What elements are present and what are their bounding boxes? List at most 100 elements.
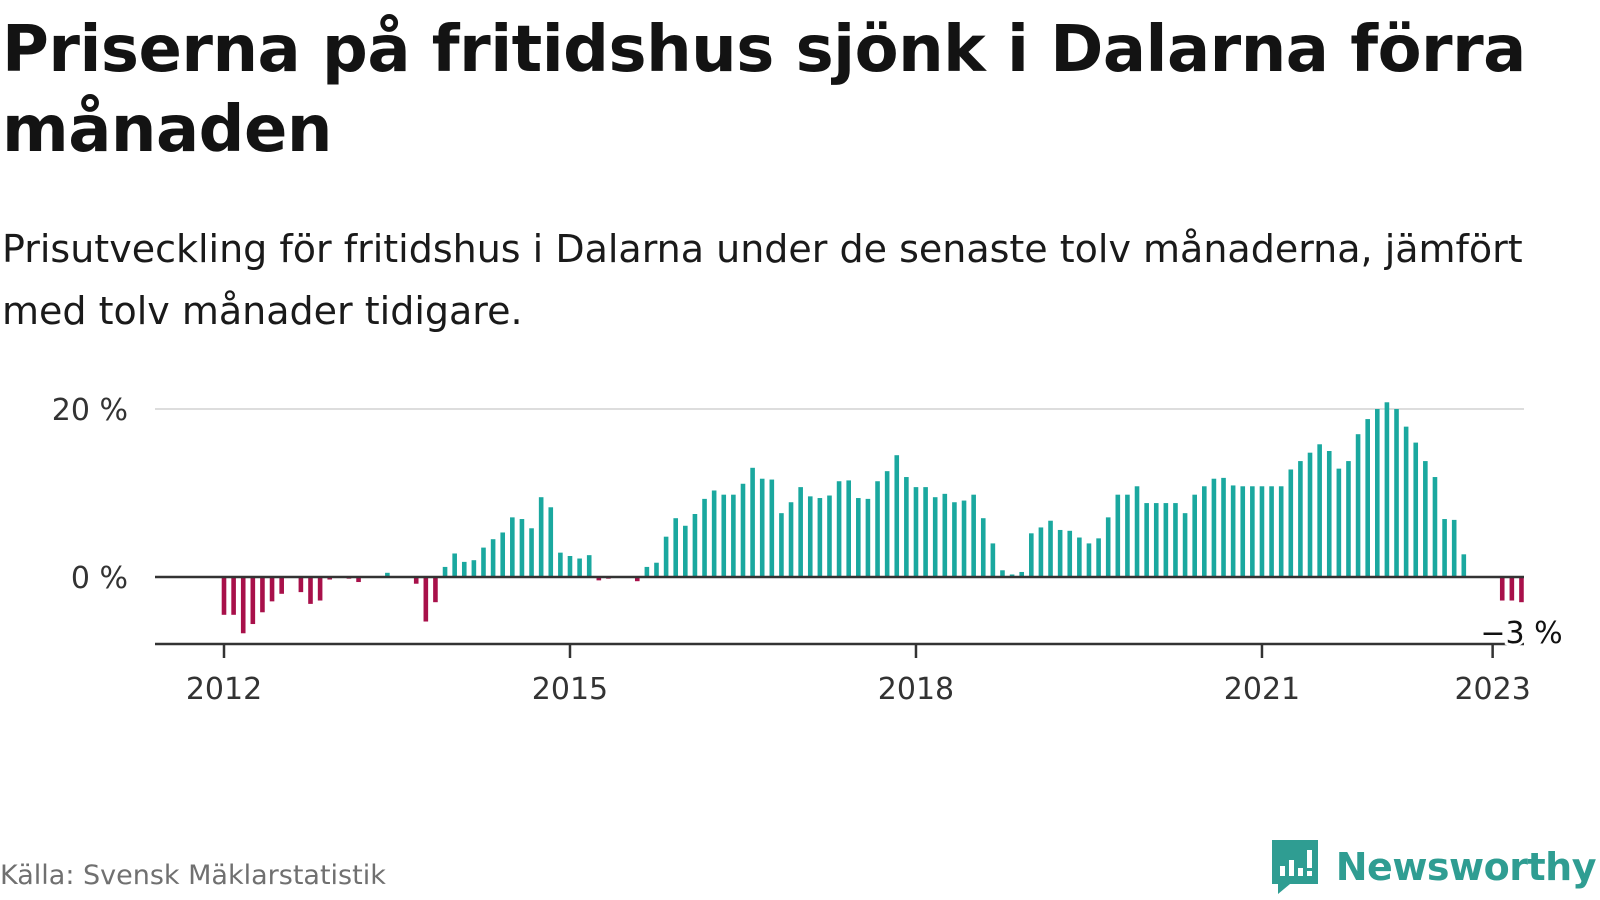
bar-2017-02 [807, 496, 813, 577]
bar-2022-03 [1394, 409, 1399, 577]
bar-2016-12 [788, 502, 794, 577]
bar-2021-04 [1288, 469, 1294, 577]
bar-2019-12 [1134, 486, 1140, 577]
bar-2020-11 [1240, 486, 1246, 577]
bar-2016-02 [692, 514, 698, 577]
bar-2015-09 [644, 566, 650, 577]
bar-2014-10 [538, 497, 544, 577]
chart-subtitle: Prisutveckling för fritidshus i Dalarna … [2, 227, 1523, 333]
bar-2016-04 [711, 490, 717, 577]
bar-2020-10 [1230, 485, 1236, 577]
bar-2020-02 [1153, 503, 1159, 577]
bar-2020-06 [1192, 494, 1197, 577]
bar-2013-12 [442, 566, 448, 577]
bar-2012-05 [260, 577, 265, 613]
bar-2021-01 [1259, 486, 1265, 577]
bar-2019-11 [1125, 494, 1130, 577]
bar-2013-09 [413, 577, 419, 584]
bar-2017-07 [856, 498, 861, 577]
bar-2021-06 [1307, 452, 1313, 577]
x-tick-label: 2023 [1454, 672, 1530, 707]
bar-2018-09 [990, 543, 996, 577]
bar-2014-11 [548, 507, 554, 577]
bar-2018-02 [923, 487, 928, 577]
x-tick-label: 2015 [532, 672, 608, 707]
bar-2012-06 [269, 577, 275, 602]
bar-2021-09 [1336, 468, 1342, 577]
bar-2022-05 [1413, 442, 1419, 577]
bar-2019-10 [1115, 494, 1121, 577]
bar-2022-08 [1442, 519, 1447, 577]
x-tick-label: 2012 [186, 672, 262, 707]
bar-2016-03 [702, 498, 707, 577]
bar-2012-04 [250, 577, 256, 625]
bar-2018-08 [980, 518, 986, 577]
bar-2015-10 [654, 562, 659, 577]
source-label: Källa: Svensk Mäklarstatistik [0, 860, 386, 891]
bar-2014-03 [471, 560, 477, 577]
bar-2014-04 [481, 547, 486, 577]
bar-2019-04 [1057, 529, 1063, 577]
bar-2020-07 [1202, 486, 1207, 577]
bar-2012-09 [298, 577, 304, 593]
bar-2015-08 [634, 577, 640, 582]
x-tick-label: 2018 [878, 672, 954, 707]
bar-2014-01 [452, 553, 457, 577]
axes: 0 % 20 % 2012 2015 2018 2021 2023 [52, 393, 1531, 707]
bar-2013-11 [433, 577, 438, 603]
bar-2012-12 [327, 577, 333, 580]
bar-2021-07 [1317, 444, 1322, 577]
bar-2016-07 [740, 483, 746, 577]
brand-logo: Newsworthy [1268, 838, 1597, 896]
bar-2016-10 [769, 479, 775, 577]
bar-2012-02 [231, 577, 236, 615]
bar-2016-05 [721, 494, 727, 577]
bar-2022-09 [1451, 519, 1457, 577]
bar-2012-07 [279, 577, 284, 594]
bar-2019-06 [1077, 537, 1082, 577]
bar-2014-05 [490, 539, 496, 577]
bar-2015-11 [663, 536, 669, 577]
bar-2016-01 [683, 525, 688, 577]
bar-2022-10 [1461, 554, 1467, 577]
bar-2019-08 [1096, 538, 1101, 577]
bar-2017-05 [836, 481, 842, 577]
bar-2018-03 [932, 497, 938, 577]
bar-2016-11 [779, 513, 784, 577]
bar-2019-01 [1029, 533, 1034, 577]
bar-2019-03 [1048, 520, 1053, 577]
bar-chart: 0 % 20 % 2012 2015 2018 2021 2023 −3 % [52, 393, 1566, 707]
bar-2018-01 [913, 487, 919, 577]
newsworthy-icon [1271, 840, 1318, 894]
bar-2012-11 [317, 577, 323, 601]
bar-2014-12 [558, 552, 563, 577]
bar-2021-03 [1278, 486, 1284, 577]
bar-2022-06 [1423, 461, 1428, 577]
bar-2022-02 [1384, 402, 1390, 577]
bar-2018-11 [1009, 574, 1015, 577]
bar-2014-09 [529, 528, 534, 577]
bar-2014-07 [510, 517, 515, 577]
chart-title: Priserna på fritidshus sjönk i Dalarna f… [2, 13, 1526, 167]
bar-2012-03 [240, 577, 246, 634]
bars [221, 402, 1524, 634]
bar-2017-03 [817, 498, 823, 577]
bar-undefined [1519, 577, 1524, 603]
bar-2020-03 [1163, 503, 1169, 577]
bar-2019-09 [1105, 517, 1111, 577]
bar-2018-12 [1019, 571, 1024, 577]
bar-2021-05 [1298, 461, 1303, 577]
brand-name: Newsworthy [1335, 845, 1597, 889]
bar-2021-10 [1346, 461, 1351, 577]
bar-undefined [1499, 577, 1505, 601]
bar-2017-11 [894, 455, 900, 577]
bar-2017-10 [884, 471, 890, 577]
bar-2014-02 [461, 561, 467, 577]
bar-2019-07 [1086, 543, 1092, 577]
bar-2012-01 [221, 577, 227, 615]
bar-2017-06 [846, 480, 851, 577]
bar-2016-06 [731, 494, 736, 577]
bar-2021-12 [1365, 419, 1370, 577]
bar-2015-03 [586, 555, 592, 577]
bar-2015-01 [567, 556, 573, 577]
